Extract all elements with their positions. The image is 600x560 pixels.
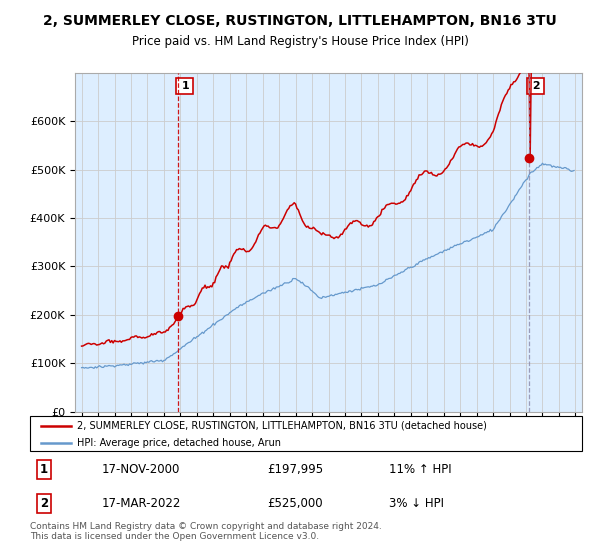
Text: 1: 1 <box>178 81 190 91</box>
Text: Contains HM Land Registry data © Crown copyright and database right 2024.
This d: Contains HM Land Registry data © Crown c… <box>30 522 382 542</box>
Text: 17-MAR-2022: 17-MAR-2022 <box>102 497 181 510</box>
Text: 3% ↓ HPI: 3% ↓ HPI <box>389 497 444 510</box>
Text: 1: 1 <box>40 463 48 476</box>
FancyBboxPatch shape <box>30 416 582 451</box>
Text: 2, SUMMERLEY CLOSE, RUSTINGTON, LITTLEHAMPTON, BN16 3TU: 2, SUMMERLEY CLOSE, RUSTINGTON, LITTLEHA… <box>43 14 557 28</box>
Text: HPI: Average price, detached house, Arun: HPI: Average price, detached house, Arun <box>77 438 281 448</box>
Text: 2: 2 <box>40 497 48 510</box>
Text: 11% ↑ HPI: 11% ↑ HPI <box>389 463 451 476</box>
Text: 2: 2 <box>529 81 541 91</box>
Text: 2, SUMMERLEY CLOSE, RUSTINGTON, LITTLEHAMPTON, BN16 3TU (detached house): 2, SUMMERLEY CLOSE, RUSTINGTON, LITTLEHA… <box>77 421 487 431</box>
Text: 17-NOV-2000: 17-NOV-2000 <box>102 463 180 476</box>
Text: £197,995: £197,995 <box>268 463 323 476</box>
Text: £525,000: £525,000 <box>268 497 323 510</box>
Text: Price paid vs. HM Land Registry's House Price Index (HPI): Price paid vs. HM Land Registry's House … <box>131 35 469 48</box>
